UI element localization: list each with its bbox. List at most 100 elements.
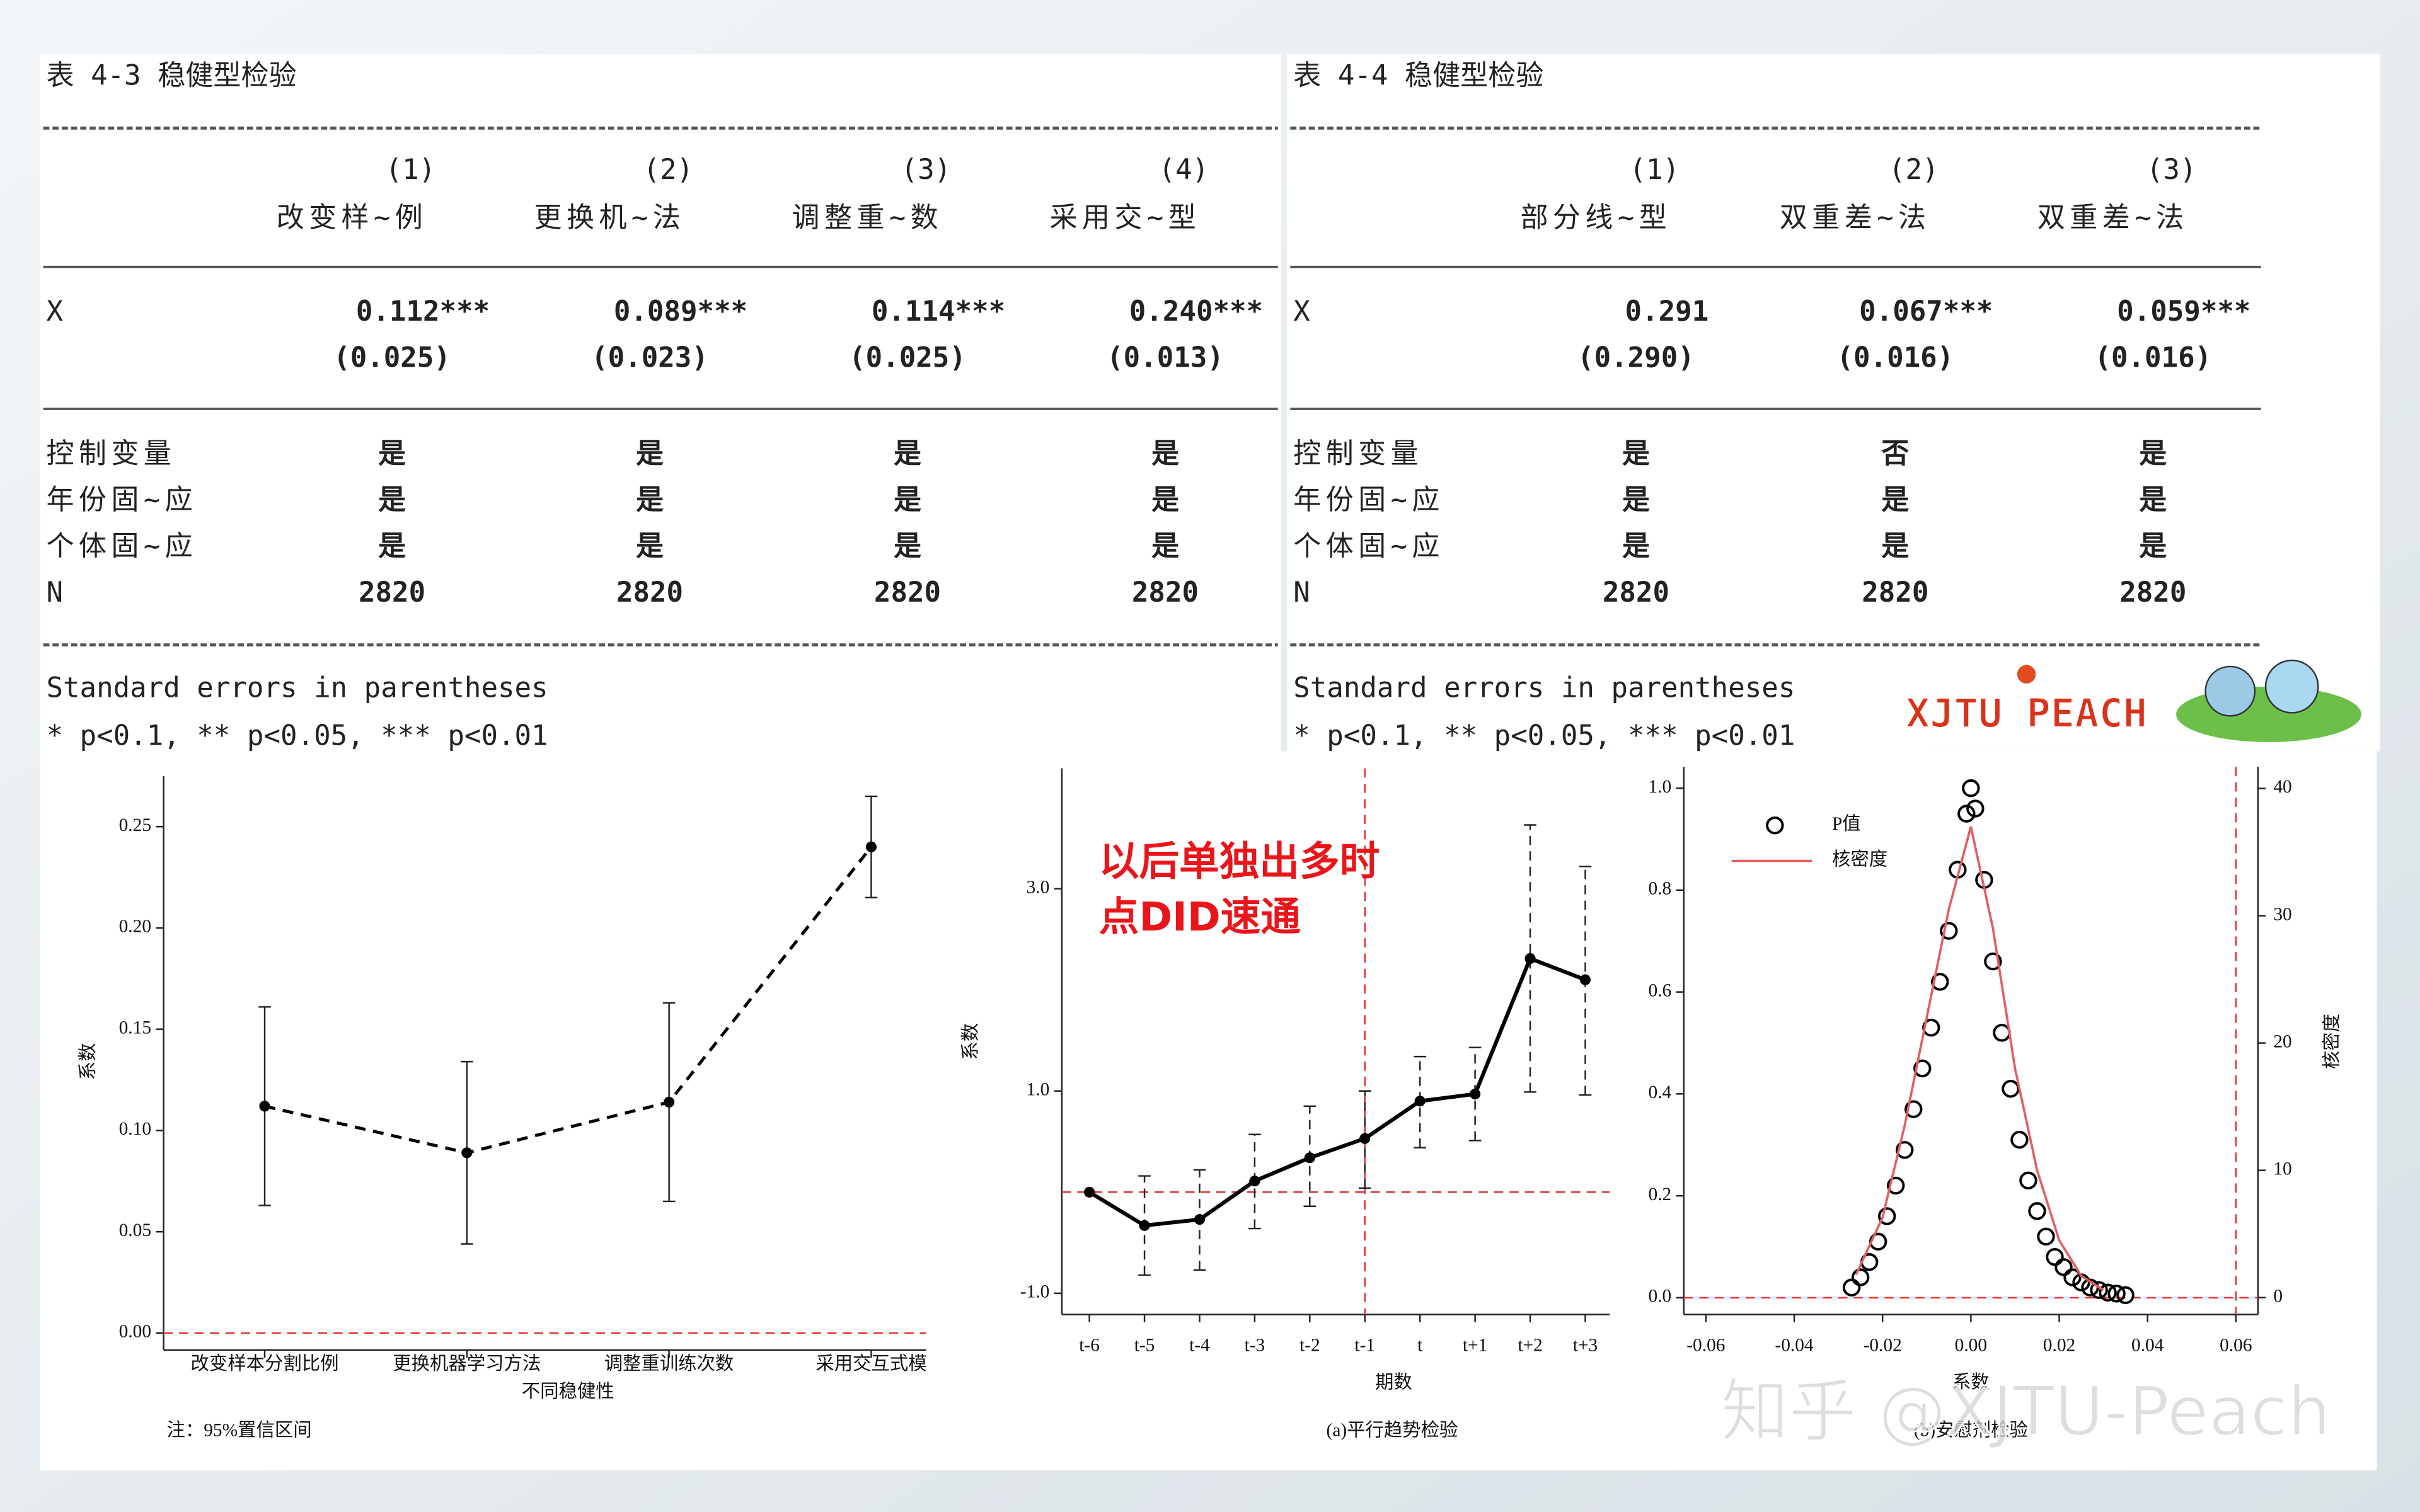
data-point (1962, 779, 1980, 798)
data-point (1887, 1176, 1905, 1195)
row-label: N (46, 576, 67, 609)
table-cell: 0.291 (1625, 295, 1709, 328)
x-tick-label: t-4 (1189, 1336, 1210, 1356)
y-tick-label: 0.00 (119, 1322, 151, 1342)
table-cell: 0.114*** (872, 295, 1005, 328)
data-point (1139, 1220, 1150, 1231)
row-label: 个体固~应 (1293, 530, 1444, 562)
watermark: 知乎 @XJTU-Peach (1721, 1372, 2331, 1451)
table-note: Standard errors in parentheses (46, 672, 548, 704)
table-cell: 0.067*** (1859, 295, 1993, 328)
x-tick-label: t (1417, 1336, 1422, 1356)
table-cell: 是 (894, 484, 921, 516)
row-label: 个体固~应 (46, 530, 197, 562)
x-tick-label: 改变样本分割比例 (190, 1353, 338, 1374)
x-tick-label: t-1 (1354, 1336, 1375, 1356)
x-tick-label: -0.06 (1686, 1336, 1725, 1356)
x-tick-label: t-5 (1134, 1336, 1155, 1356)
table-panel (40, 54, 1281, 752)
data-point (1304, 1152, 1315, 1164)
column-name: 双重差~法 (1780, 202, 1931, 234)
column-number: (1) (1629, 154, 1680, 186)
x-tick-label: 0.04 (2131, 1336, 2164, 1356)
table-cell: 是 (1622, 484, 1650, 516)
data-point (2063, 1268, 2082, 1286)
x-tick-label: -0.04 (1775, 1336, 1814, 1356)
table-cell: 否 (1881, 437, 1909, 469)
y-tick-label: 1.0 (1649, 777, 1672, 797)
data-point (1913, 1059, 1932, 1078)
y-tick-label: -1.0 (1020, 1282, 1050, 1302)
y-tick-label: 3.0 (1027, 877, 1050, 897)
data-point (2054, 1258, 2073, 1276)
data-point (1851, 1268, 1870, 1286)
y2-tick-label: 20 (2273, 1031, 2291, 1051)
column-name: 双重差~法 (2037, 202, 2189, 234)
data-point (1470, 1088, 1481, 1100)
table-cell: 2820 (1132, 576, 1199, 609)
table-cell: (0.025) (849, 342, 966, 374)
table-panel (1287, 54, 2380, 752)
chart-panel (1610, 751, 2377, 1470)
column-number: (3) (901, 154, 952, 186)
column-number: (1) (386, 154, 436, 186)
y2-axis-label: 核密度 (2322, 1014, 2342, 1069)
column-name: 改变样~例 (277, 202, 428, 234)
table-cell: 是 (636, 437, 664, 469)
table-cell: 0.112*** (356, 295, 490, 328)
y-tick-label: 0.05 (119, 1220, 151, 1240)
data-line (264, 845, 873, 1155)
table-cell: 是 (2139, 437, 2167, 469)
caption: (b)安慰剂检验 (1914, 1419, 2028, 1440)
y-tick-label: 0.15 (119, 1017, 151, 1038)
data-line (1088, 956, 1586, 1228)
logo-icon (2017, 665, 2036, 684)
table-cell: 是 (2139, 484, 2167, 516)
y2-tick-label: 10 (2273, 1159, 2291, 1179)
tables: 表 4-3 稳健型检验 (1) (2) (3) (4) 改变样~例 更换机~法 调整重~数 采用… (43, 59, 2261, 752)
table-cell: 是 (1622, 437, 1650, 469)
row-label: N (1293, 576, 1315, 609)
x-tick-label: t+1 (1463, 1336, 1487, 1356)
table-cell: 是 (1151, 484, 1179, 516)
data-point (1966, 799, 1985, 818)
data-point (1194, 1214, 1206, 1225)
table-cell: (0.023) (591, 342, 708, 374)
y-axis-label: 系数 (78, 1043, 98, 1080)
x-axis-label: 不同稳健性 (522, 1381, 614, 1402)
y-tick-label: 0.6 (1649, 980, 1672, 1000)
density-line (1855, 826, 2104, 1292)
table-cell: 2820 (1603, 576, 1669, 609)
table-cell: 是 (894, 530, 921, 562)
x-tick-label: 采用交互式模 (815, 1353, 926, 1374)
column-number: (2) (1889, 154, 1939, 186)
table-title: 表 4-4 稳健型检验 (1293, 59, 1543, 91)
data-point (1414, 1096, 1426, 1107)
legend-marker (1766, 816, 1784, 835)
column-number: (2) (643, 154, 694, 186)
data-point (2116, 1286, 2135, 1305)
row-label: X (46, 295, 67, 328)
note: 注：95%置信区间 (166, 1419, 311, 1440)
table-cell: 2820 (2119, 576, 2186, 609)
data-point (1359, 1133, 1371, 1144)
table-cell: 是 (1881, 484, 1909, 516)
data-point (1957, 805, 1976, 823)
table-cell: 2820 (359, 576, 425, 609)
y2-tick-label: 40 (2273, 777, 2291, 797)
data-point (259, 1101, 270, 1112)
table-cell: (0.013) (1107, 342, 1224, 374)
x-tick-label: 0.06 (2220, 1336, 2252, 1356)
data-point (1579, 974, 1591, 985)
data-point (2019, 1171, 2037, 1190)
table-cell: 是 (378, 484, 406, 516)
x-tick-label: t+2 (1518, 1336, 1542, 1356)
chart: 0.00 0.05 0.10 0.15 0.20 0.25 改变样本分割比例 更换机器学习方法… (78, 776, 926, 1440)
annotation: 点DID速通 (1099, 894, 1301, 941)
y-tick-label: 0.10 (119, 1119, 151, 1139)
data-point (865, 841, 877, 852)
column-name: 部分线~型 (1520, 202, 1671, 234)
y-tick-label: 0.2 (1649, 1184, 1672, 1205)
legend-label: 核密度 (1832, 849, 1887, 869)
